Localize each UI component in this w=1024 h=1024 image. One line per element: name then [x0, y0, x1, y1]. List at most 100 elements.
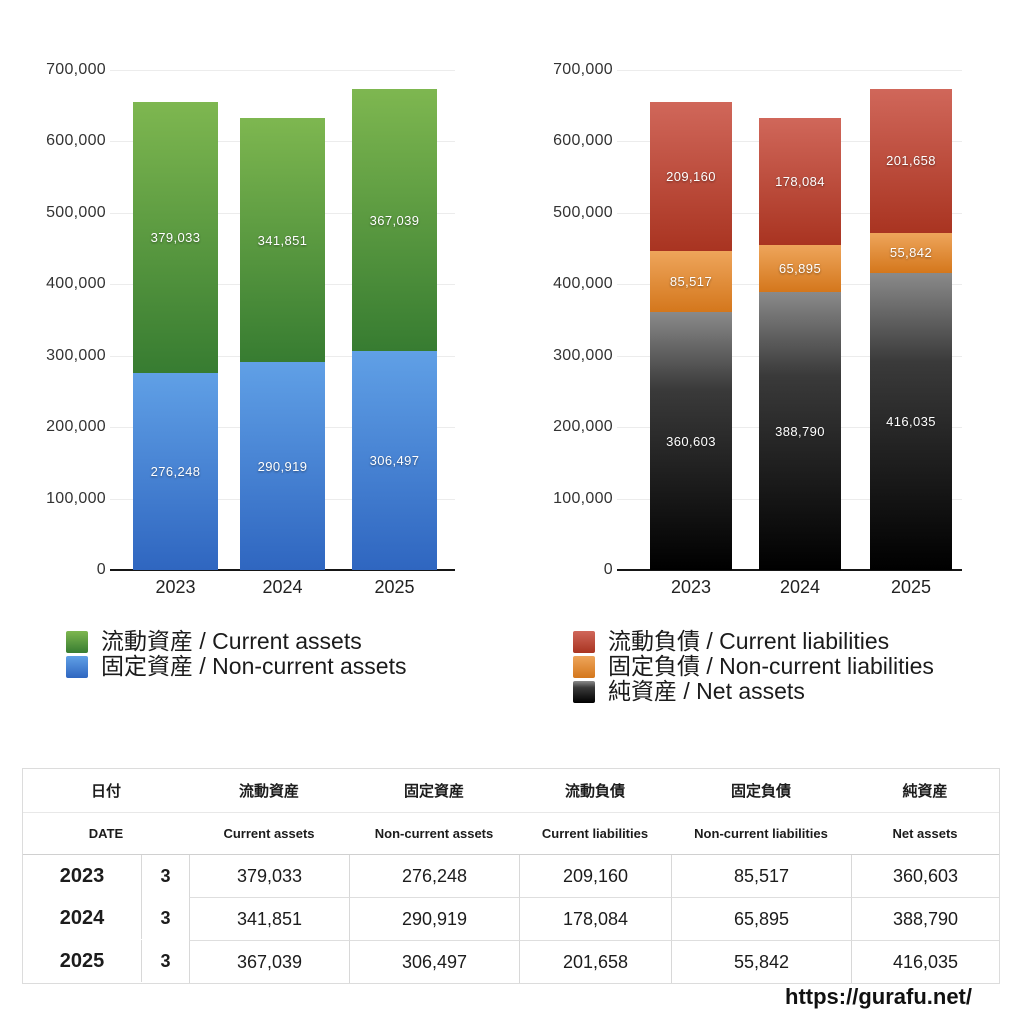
table-cell-month: 3: [141, 897, 189, 939]
bar-value-label: 306,497: [369, 453, 420, 469]
table-cell-value: 360,603: [851, 855, 999, 897]
legend-swatch-net-assets: [573, 680, 595, 703]
legend-item-non-current-assets: 固定資産 / Non-current assets: [66, 654, 406, 679]
table-header-ja: 日付: [23, 769, 189, 813]
bar-value-label: 178,084: [775, 174, 825, 190]
table-cell-value: 388,790: [851, 897, 999, 940]
x-axis-tick-label: 2023: [155, 577, 196, 597]
bar-segment-current-assets-2024: 341,851: [240, 118, 325, 363]
legend-item-current-liabilities: 流動負債 / Current liabilities: [573, 629, 934, 654]
bar-value-label: 276,248: [150, 463, 201, 479]
table-cell-month: 3: [141, 855, 189, 897]
table-cell-value: 178,084: [519, 897, 671, 940]
legend-label: 固定負債 / Non-current liabilities: [608, 653, 934, 679]
bar-segment-non-current-liabilities-2024: 65,895: [759, 245, 841, 293]
x-axis-tick-label: 2025: [890, 577, 932, 597]
bar-segment-net-assets-2023: 360,603: [650, 312, 732, 570]
bar-value-label: 55,842: [889, 245, 933, 261]
y-axis-tick-label: 300,000: [46, 346, 106, 364]
legend-swatch-current-liabilities: [573, 630, 595, 653]
bar-value-label: 290,919: [257, 458, 308, 474]
y-axis-tick-label: 200,000: [553, 418, 613, 436]
y-axis-tick-label: 500,000: [46, 203, 106, 221]
y-axis-tick-label: 600,000: [553, 132, 613, 150]
table-header-ja: 固定資産: [349, 769, 519, 813]
table-cell-value: 209,160: [519, 855, 671, 897]
table-header-ja: 流動負債: [519, 769, 671, 813]
table-header-ja: 流動資産: [189, 769, 349, 813]
table-cell-value: 55,842: [671, 940, 851, 983]
x-axis-tick-label: 2024: [779, 577, 821, 597]
bar-segment-non-current-assets-2023: 276,248: [133, 372, 218, 570]
bar-value-label: 416,035: [886, 413, 936, 429]
legend-label: 固定資産 / Non-current assets: [101, 653, 407, 679]
balance-sheet-table: 日付 流動資産 固定資産 流動負債 固定負債 純資産 DATE Current assets N…: [22, 768, 1000, 984]
y-axis-tick-label: 0: [96, 561, 106, 578]
y-axis-tick-label: 0: [603, 561, 613, 578]
table-cell-year: 2025: [59, 949, 105, 972]
legend-swatch-non-current-liabilities: [573, 655, 595, 678]
bar-segment-non-current-liabilities-2023: 85,517: [650, 251, 732, 313]
bar-segment-current-liabilities-2023: 209,160: [650, 101, 732, 252]
bar-value-label: 379,033: [150, 229, 201, 245]
y-axis-tick-label: 400,000: [46, 275, 106, 293]
liabilities-legend: 流動負債 / Current liabilities 固定負債 / Non-cur…: [573, 629, 934, 704]
bar-segment-non-current-assets-2025: 306,497: [352, 351, 437, 570]
table-header-ja: 純資産: [851, 769, 999, 813]
table-cell-value: 290,919: [349, 897, 519, 940]
y-axis-tick-label: 500,000: [553, 203, 613, 221]
legend-swatch-current-assets: [66, 630, 88, 653]
y-axis-tick-label: 100,000: [553, 489, 613, 507]
table-header-en: Non-current liabilities: [671, 813, 851, 855]
table-cell-value: 306,497: [349, 940, 519, 983]
table-cell-value: 367,039: [189, 940, 349, 983]
table-header-en: Net assets: [851, 813, 999, 855]
table-cell-value: 416,035: [851, 940, 999, 983]
bar-value-label: 85,517: [669, 274, 713, 290]
bar-value-label: 388,790: [775, 423, 825, 439]
bar-segment-non-current-liabilities-2025: 55,842: [870, 232, 952, 273]
bar-segment-net-assets-2025: 416,035: [870, 272, 952, 570]
table-cell-value: 85,517: [671, 855, 851, 897]
y-axis-tick-label: 100,000: [46, 489, 106, 507]
assets-legend: 流動資産 / Current assets 固定資産 / Non-current …: [66, 629, 406, 679]
x-axis-tick-label: 2025: [374, 577, 415, 597]
table-header-en: Non-current assets: [349, 813, 519, 855]
bar-value-label: 201,658: [886, 153, 936, 169]
table-cell-year: 2024: [59, 906, 105, 929]
table-cell-value: 201,658: [519, 940, 671, 983]
gridline: [617, 70, 962, 71]
bar-value-label: 360,603: [666, 433, 716, 449]
bar-value-label: 341,851: [257, 232, 308, 248]
table-cell-value: 341,851: [189, 897, 349, 940]
bar-segment-current-assets-2023: 379,033: [133, 101, 218, 373]
bar-value-label: 209,160: [666, 169, 716, 185]
assets-chart: 700,000 600,000 500,000 400,000 300,000 200,0…: [46, 61, 455, 597]
x-axis-tick-label: 2023: [670, 577, 712, 597]
x-axis-line: [617, 569, 962, 571]
legend-label: 流動負債 / Current liabilities: [608, 628, 890, 654]
bar-segment-current-assets-2025: 367,039: [352, 88, 437, 352]
bar-value-label: 367,039: [369, 212, 420, 228]
table-cell-value: 65,895: [671, 897, 851, 940]
legend-item-net-assets: 純資産 / Net assets: [573, 679, 934, 704]
gridline: [110, 70, 455, 71]
bar-segment-current-liabilities-2025: 201,658: [870, 88, 952, 233]
table-cell-month: 3: [141, 940, 189, 982]
legend-label: 流動資産 / Current assets: [101, 628, 362, 654]
legend-label: 純資産 / Net assets: [608, 678, 805, 704]
table-header-en: DATE: [23, 813, 189, 855]
table-header-en: Current liabilities: [519, 813, 671, 855]
y-axis-tick-label: 400,000: [553, 275, 613, 293]
y-axis-tick-label: 600,000: [46, 132, 106, 150]
bar-segment-non-current-assets-2024: 290,919: [240, 362, 325, 570]
table-cell-year: 2023: [59, 864, 105, 887]
y-axis-tick-label: 700,000: [553, 61, 613, 78]
y-axis-tick-label: 700,000: [46, 61, 106, 78]
bar-segment-current-liabilities-2024: 178,084: [759, 118, 841, 246]
table-header-en: Current assets: [189, 813, 349, 855]
y-axis-tick-label: 300,000: [553, 346, 613, 364]
table-cell-value: 276,248: [349, 855, 519, 897]
legend-item-current-assets: 流動資産 / Current assets: [66, 629, 406, 654]
